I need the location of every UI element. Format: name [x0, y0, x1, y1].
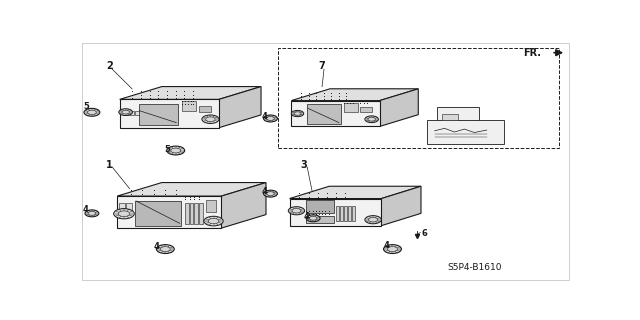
Bar	[428, 120, 504, 144]
Text: 4: 4	[383, 241, 389, 250]
Bar	[442, 114, 458, 120]
Polygon shape	[117, 196, 221, 228]
Text: 4: 4	[262, 112, 268, 121]
Bar	[126, 203, 132, 210]
Polygon shape	[117, 182, 266, 196]
Bar	[189, 204, 193, 224]
Bar	[185, 204, 189, 224]
Circle shape	[365, 116, 378, 123]
Text: 5: 5	[164, 145, 170, 154]
Bar	[138, 104, 178, 125]
Bar	[344, 206, 347, 221]
Bar	[123, 111, 128, 115]
Bar	[119, 203, 125, 210]
Circle shape	[383, 244, 401, 253]
Circle shape	[264, 190, 277, 197]
Circle shape	[288, 207, 305, 215]
Text: 4: 4	[262, 188, 268, 196]
Bar	[307, 105, 340, 124]
Bar	[360, 107, 372, 112]
Circle shape	[264, 115, 277, 122]
Circle shape	[167, 146, 185, 155]
Text: 4: 4	[83, 205, 89, 214]
Polygon shape	[120, 87, 261, 100]
Text: 4: 4	[303, 212, 309, 221]
Circle shape	[119, 109, 132, 116]
Circle shape	[84, 108, 100, 116]
Text: 4: 4	[154, 242, 159, 251]
Bar	[340, 206, 343, 221]
Polygon shape	[291, 89, 419, 100]
Bar	[348, 206, 351, 221]
Bar	[352, 206, 355, 221]
Bar	[129, 111, 134, 115]
Bar	[199, 204, 203, 224]
Bar	[182, 101, 196, 111]
Text: 7: 7	[318, 61, 325, 71]
Circle shape	[114, 209, 134, 219]
Polygon shape	[120, 100, 219, 128]
Polygon shape	[219, 87, 261, 128]
Text: FR.: FR.	[523, 48, 541, 58]
Polygon shape	[221, 182, 266, 228]
Circle shape	[202, 115, 219, 124]
Bar	[205, 200, 216, 212]
Bar	[278, 48, 559, 148]
Polygon shape	[380, 89, 419, 126]
Bar	[136, 201, 181, 226]
Bar	[195, 204, 198, 224]
Text: S5P4-B1610: S5P4-B1610	[447, 263, 502, 272]
Text: 1: 1	[106, 159, 113, 170]
Circle shape	[156, 244, 174, 253]
Circle shape	[204, 216, 223, 226]
Polygon shape	[289, 186, 421, 198]
Text: 5: 5	[83, 102, 89, 111]
Polygon shape	[289, 198, 381, 226]
Bar	[134, 111, 140, 115]
Bar	[344, 103, 358, 112]
Circle shape	[291, 110, 304, 117]
Polygon shape	[381, 186, 421, 226]
Bar	[437, 108, 479, 122]
Text: 6: 6	[421, 229, 427, 238]
Polygon shape	[291, 100, 380, 126]
Bar	[306, 200, 333, 213]
Bar	[306, 216, 333, 223]
Circle shape	[85, 210, 99, 217]
Circle shape	[365, 216, 381, 224]
Circle shape	[306, 215, 320, 222]
Bar	[199, 107, 211, 112]
Text: 2: 2	[106, 61, 113, 71]
Bar	[337, 206, 339, 221]
Text: 3: 3	[301, 159, 307, 170]
